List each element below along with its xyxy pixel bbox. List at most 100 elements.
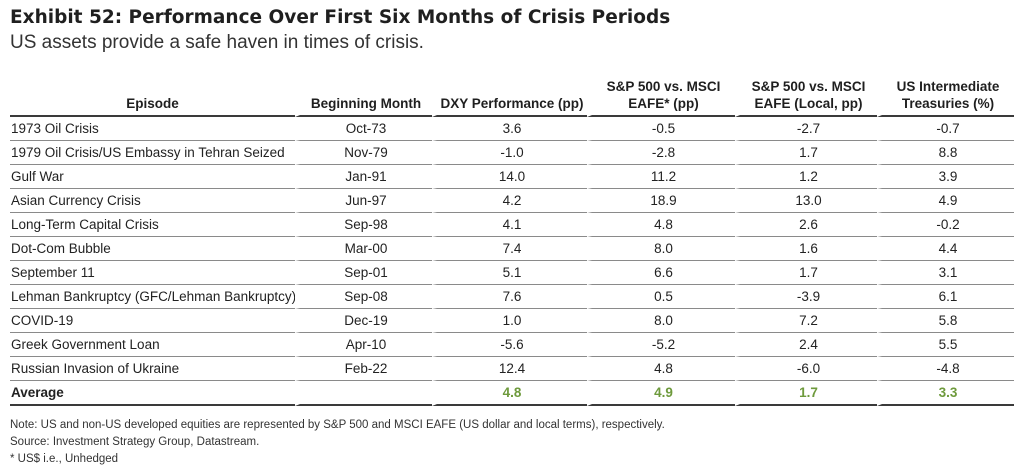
cell-episode: Gulf War	[10, 165, 295, 189]
column-header-us-treasuries: US Intermediate Treasuries (%)	[877, 78, 1014, 117]
column-header-dxy-performance: DXY Performance (pp)	[432, 78, 587, 117]
cell-dxy-performance: 4.1	[432, 213, 587, 237]
cell-episode: 1979 Oil Crisis/US Embassy in Tehran Sei…	[10, 141, 295, 165]
cell-sp500-vs-eafe-local: 7.2	[735, 309, 877, 333]
table-body: 1973 Oil Crisis Oct-73 3.6 -0.5 -2.7 -0.7 1979…	[10, 117, 1014, 406]
table-row: Asian Currency Crisis Jun-97 4.2 18.9 13.0 4.…	[10, 189, 1014, 213]
cell-sp500-vs-eafe-local: 1.7	[735, 141, 877, 165]
cell-sp500-vs-eafe: 11.2	[587, 165, 735, 189]
cell-us-treasuries: 3.1	[877, 261, 1014, 285]
column-header-us-treasuries-text: US Intermediate Treasuries (%)	[896, 79, 1000, 111]
average-sp500-vs-eafe: 4.9	[587, 381, 735, 406]
cell-sp500-vs-eafe-local: 1.2	[735, 165, 877, 189]
table-row: Gulf War Jan-91 14.0 11.2 1.2 3.9	[10, 165, 1014, 189]
cell-episode: 1973 Oil Crisis	[10, 117, 295, 141]
cell-us-treasuries: 4.4	[877, 237, 1014, 261]
cell-sp500-vs-eafe-local: 1.6	[735, 237, 877, 261]
cell-episode: Lehman Bankruptcy (GFC/Lehman Bankruptcy…	[10, 285, 295, 309]
cell-beginning-month: Apr-10	[295, 333, 432, 357]
column-header-sp500-vs-eafe: S&P 500 vs. MSCI EAFE* (pp)	[587, 78, 735, 117]
cell-dxy-performance: 14.0	[432, 165, 587, 189]
table-row: Long-Term Capital Crisis Sep-98 4.1 4.8 2.6-…	[10, 213, 1014, 237]
cell-us-treasuries: 3.9	[877, 165, 1014, 189]
crisis-performance-table: Episode Beginning Month DXY Performance …	[10, 78, 1014, 406]
column-header-sp500-vs-eafe-local-text: S&P 500 vs. MSCI EAFE (Local, pp)	[751, 79, 866, 111]
cell-beginning-month: Jan-91	[295, 165, 432, 189]
cell-dxy-performance: -5.6	[432, 333, 587, 357]
cell-episode: September 11	[10, 261, 295, 285]
cell-dxy-performance: 1.0	[432, 309, 587, 333]
footnote-source: Source: Investment Strategy Group, Datas…	[10, 436, 260, 448]
cell-sp500-vs-eafe-local: 13.0	[735, 189, 877, 213]
table-row: Lehman Bankruptcy (GFC/Lehman Bankruptcy…	[10, 285, 1014, 309]
cell-sp500-vs-eafe: 6.6	[587, 261, 735, 285]
table-row: Dot-Com Bubble Mar-00 7.4 8.0 1.6 4.4	[10, 237, 1014, 261]
cell-dxy-performance: -1.0	[432, 141, 587, 165]
column-header-episode: Episode	[10, 78, 295, 117]
average-dxy-performance: 4.8	[432, 381, 587, 406]
cell-sp500-vs-eafe: 8.0	[587, 237, 735, 261]
cell-us-treasuries: 5.5	[877, 333, 1014, 357]
average-label: Average	[10, 381, 295, 406]
cell-sp500-vs-eafe-local: 2.4	[735, 333, 877, 357]
average-row: Average 4.8 4.9 1.7 3.3	[10, 381, 1014, 406]
cell-beginning-month: Mar-00	[295, 237, 432, 261]
cell-us-treasuries: 5.8	[877, 309, 1014, 333]
cell-sp500-vs-eafe: 0.5	[587, 285, 735, 309]
cell-episode: Greek Government Loan	[10, 333, 295, 357]
average-us-treasuries: 3.3	[877, 381, 1014, 406]
cell-us-treasuries: 4.9	[877, 189, 1014, 213]
column-header-sp500-vs-eafe-local: S&P 500 vs. MSCI EAFE (Local, pp)	[735, 78, 877, 117]
cell-dxy-performance: 7.6	[432, 285, 587, 309]
cell-dxy-performance: 12.4	[432, 357, 587, 381]
cell-sp500-vs-eafe: -0.5	[587, 117, 735, 141]
cell-us-treasuries: -0.2	[877, 213, 1014, 237]
cell-sp500-vs-eafe: 8.0	[587, 309, 735, 333]
cell-beginning-month: Nov-79	[295, 141, 432, 165]
table-row: 1979 Oil Crisis/US Embassy in Tehran Sei…	[10, 141, 1014, 165]
cell-us-treasuries: 8.8	[877, 141, 1014, 165]
cell-beginning-month: Oct-73	[295, 117, 432, 141]
cell-sp500-vs-eafe: 18.9	[587, 189, 735, 213]
footnote-note: Note: US and non-US developed equities a…	[10, 419, 665, 431]
table-header-row: Episode Beginning Month DXY Performance …	[10, 78, 1014, 117]
cell-sp500-vs-eafe: 4.8	[587, 357, 735, 381]
average-beginning-month	[295, 381, 432, 406]
cell-episode: Russian Invasion of Ukraine	[10, 357, 295, 381]
table-row: Russian Invasion of Ukraine Feb-22 12.4 4.8…	[10, 357, 1014, 381]
cell-episode: Asian Currency Crisis	[10, 189, 295, 213]
table-row: September 11 Sep-01 5.1 6.6 1.7 3.1	[10, 261, 1014, 285]
cell-beginning-month: Feb-22	[295, 357, 432, 381]
column-header-beginning-month: Beginning Month	[295, 78, 432, 117]
cell-episode: Dot-Com Bubble	[10, 237, 295, 261]
cell-dxy-performance: 4.2	[432, 189, 587, 213]
column-header-sp500-vs-eafe-text: S&P 500 vs. MSCI EAFE* (pp)	[606, 79, 721, 111]
cell-sp500-vs-eafe: -5.2	[587, 333, 735, 357]
cell-sp500-vs-eafe-local: -3.9	[735, 285, 877, 309]
footnote-asterisk: * US$ i.e., Unhedged	[10, 453, 119, 465]
cell-us-treasuries: -0.7	[877, 117, 1014, 141]
cell-dxy-performance: 7.4	[432, 237, 587, 261]
cell-beginning-month: Jun-97	[295, 189, 432, 213]
cell-beginning-month: Sep-01	[295, 261, 432, 285]
cell-sp500-vs-eafe: 4.8	[587, 213, 735, 237]
table-row: Greek Government Loan Apr-10 -5.6 -5.2 2.4 5.…	[10, 333, 1014, 357]
cell-us-treasuries: 6.1	[877, 285, 1014, 309]
cell-sp500-vs-eafe-local: -6.0	[735, 357, 877, 381]
cell-us-treasuries: -4.8	[877, 357, 1014, 381]
cell-episode: Long-Term Capital Crisis	[10, 213, 295, 237]
table-row: 1973 Oil Crisis Oct-73 3.6 -0.5 -2.7 -0.7	[10, 117, 1014, 141]
cell-episode: COVID-19	[10, 309, 295, 333]
cell-sp500-vs-eafe-local: 2.6	[735, 213, 877, 237]
page-subtitle: US assets provide a safe haven in times …	[10, 32, 424, 53]
cell-beginning-month: Sep-98	[295, 213, 432, 237]
cell-dxy-performance: 5.1	[432, 261, 587, 285]
exhibit: Exhibit 52: Performance Over First Six M…	[10, 6, 1014, 468]
cell-beginning-month: Dec-19	[295, 309, 432, 333]
footnotes: Note: US and non-US developed equities a…	[10, 417, 1014, 468]
average-sp500-vs-eafe-local: 1.7	[735, 381, 877, 406]
page-title: Exhibit 52: Performance Over First Six M…	[10, 7, 671, 28]
cell-sp500-vs-eafe-local: -2.7	[735, 117, 877, 141]
cell-sp500-vs-eafe: -2.8	[587, 141, 735, 165]
cell-sp500-vs-eafe-local: 1.7	[735, 261, 877, 285]
